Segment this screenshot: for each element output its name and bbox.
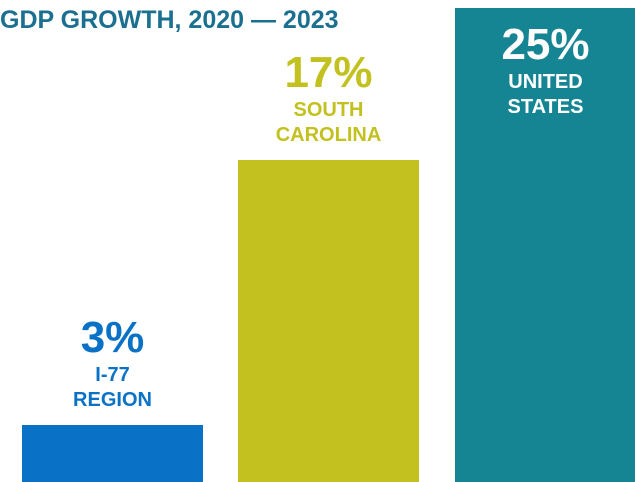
chart-title: GDP GROWTH, 2020 — 2023	[0, 6, 339, 34]
bar-label: 25% UNITED STATES	[501, 20, 589, 120]
value-label: 17%	[284, 47, 373, 97]
category-label: I-77 REGION	[73, 364, 152, 412]
category-label: SOUTH CAROLINA	[275, 98, 382, 146]
value-label: 3%	[80, 313, 145, 363]
bar	[22, 425, 203, 482]
value-label: 25%	[501, 20, 590, 69]
bar-label: 17% SOUTH CAROLINA	[276, 48, 382, 148]
bar-label: 3% I-77 REGION	[73, 313, 152, 413]
bar	[238, 159, 419, 482]
bar	[455, 8, 635, 482]
category-label: UNITED STATES	[507, 71, 584, 118]
